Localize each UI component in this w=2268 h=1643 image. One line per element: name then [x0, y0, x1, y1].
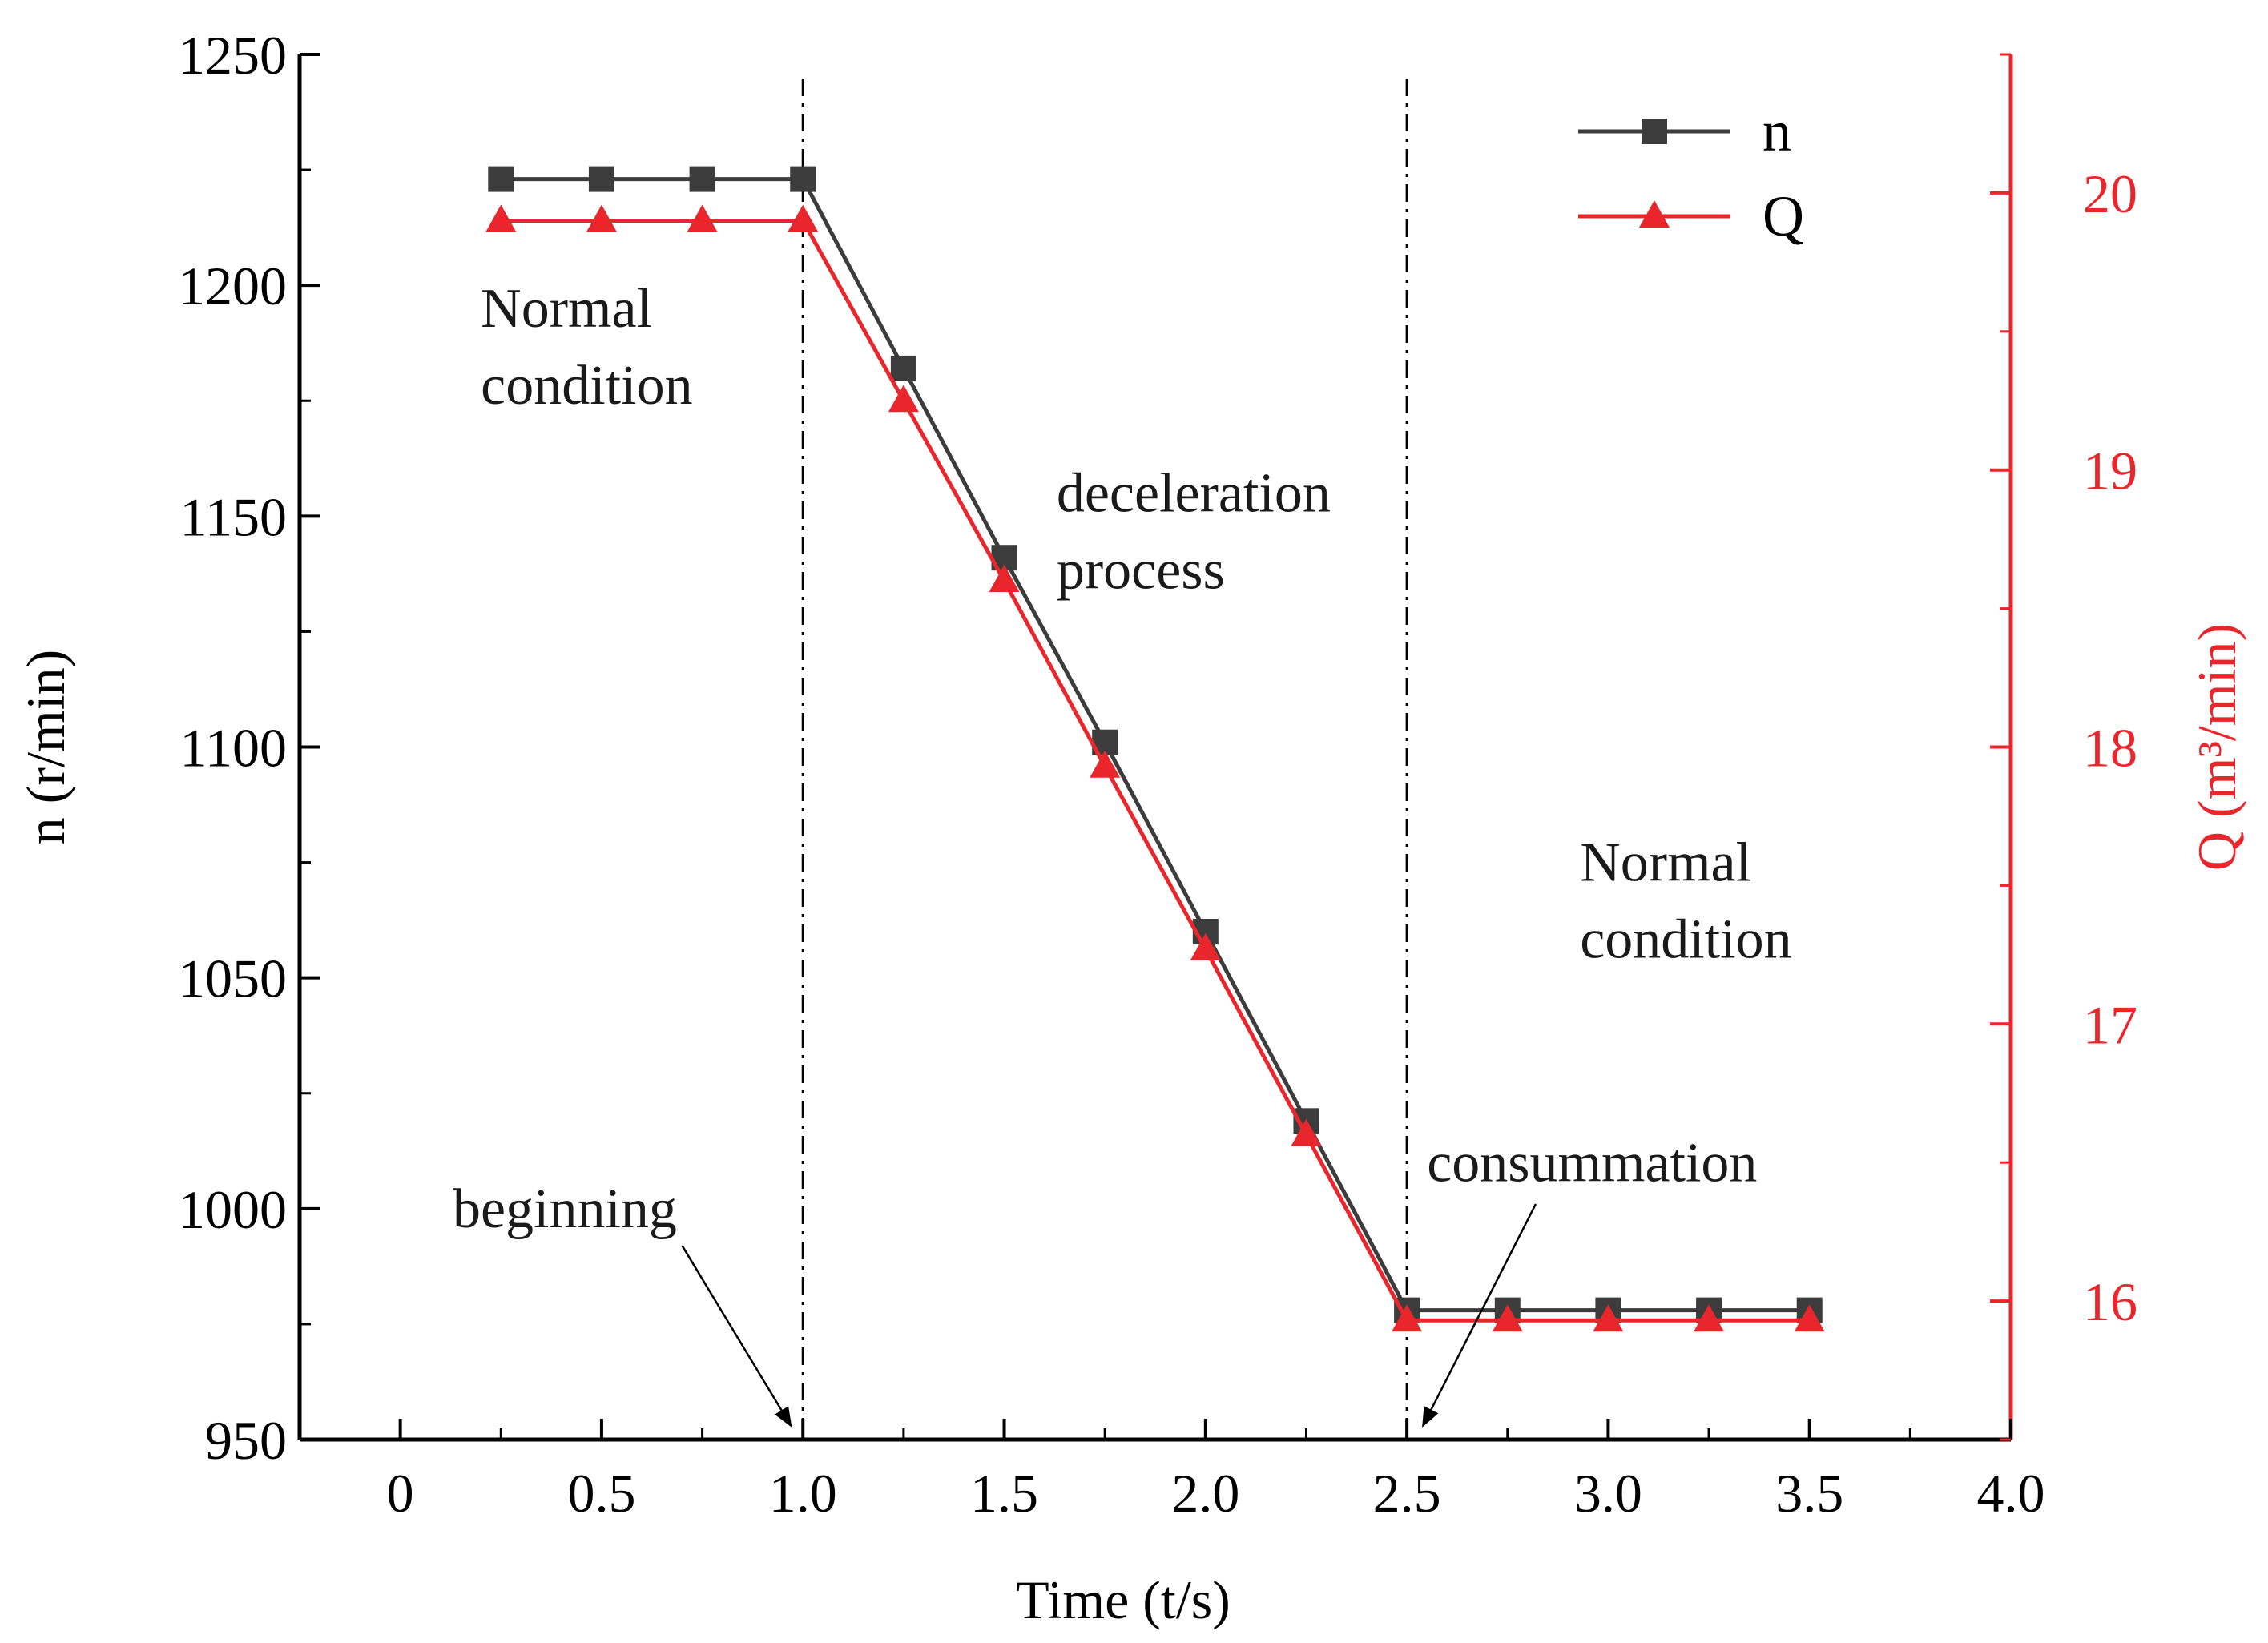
- annotation-text: condition: [481, 355, 692, 417]
- data-point-Q: [1593, 1304, 1624, 1332]
- x-axis-title: Time (t/s): [1016, 1569, 1231, 1630]
- annotations-group: Normal condition deceleration process Normal…: [453, 278, 1792, 1428]
- x-tick-label: 3.0: [1574, 1463, 1642, 1524]
- data-point-n: [588, 166, 614, 192]
- annotation-text: consummation: [1427, 1132, 1757, 1194]
- y-axis-title: n (r/min): [15, 650, 76, 845]
- data-point-n: [890, 355, 916, 381]
- series-group: [485, 166, 1825, 1332]
- y-tick-label: 1150: [180, 486, 287, 547]
- x-tick-label: 2.5: [1373, 1463, 1441, 1524]
- data-point-Q: [1190, 932, 1221, 960]
- data-point-Q: [888, 385, 919, 413]
- y2-axis-title: Q (m³/min): [2186, 623, 2247, 871]
- y2-tick-label: 17: [2083, 994, 2137, 1055]
- data-point-Q: [1392, 1304, 1423, 1332]
- legend-marker-Q: [1639, 200, 1670, 228]
- data-point-Q: [687, 204, 718, 232]
- annotation-text: condition: [1580, 909, 1791, 971]
- data-point-Q: [989, 565, 1020, 593]
- legend-label-Q: Q: [1762, 184, 1804, 248]
- y2-tick-label: 19: [2083, 441, 2137, 501]
- axis-titles-group: Time (t/s) n (r/min) Q (m³/min): [15, 623, 2247, 1630]
- data-point-n: [488, 166, 514, 192]
- y2-tick-label: 18: [2083, 718, 2137, 779]
- annotation-arrow: [681, 1245, 792, 1428]
- data-point-Q: [1794, 1304, 1825, 1332]
- legend-marker-n: [1642, 119, 1667, 144]
- vertical-lines-group: [801, 79, 1408, 1440]
- data-point-Q: [1492, 1304, 1523, 1332]
- y-tick-label: 1000: [178, 1179, 287, 1240]
- annotation-text: deceleration: [1057, 463, 1331, 525]
- x-tick-label: 4.0: [1977, 1463, 2045, 1524]
- x-tick-label: 3.5: [1775, 1463, 1843, 1524]
- y-tick-label: 950: [205, 1410, 287, 1471]
- ticks-group: 0 0.5 1.0 1.5 2.0 2.5 3.0 3.5 4.0 950 1000 1050 1100…: [178, 25, 2137, 1524]
- annotation-text: Normal: [1580, 832, 1751, 894]
- x-tick-label: 1.0: [769, 1463, 837, 1524]
- y2-tick-label: 20: [2083, 163, 2137, 224]
- y-tick-label: 1200: [178, 256, 287, 316]
- data-point-Q: [586, 204, 617, 232]
- data-point-Q: [485, 204, 517, 232]
- data-point-n: [689, 166, 715, 192]
- annotation-text: beginning: [453, 1178, 677, 1240]
- data-point-Q: [1090, 750, 1121, 778]
- data-point-Q: [1694, 1304, 1725, 1332]
- x-tick-label: 1.5: [970, 1463, 1038, 1524]
- annotation-text: Normal: [481, 278, 652, 340]
- y-tick-label: 1050: [178, 948, 287, 1009]
- annotation-arrow: [1422, 1203, 1537, 1428]
- data-point-Q: [788, 204, 819, 232]
- series-line-n: [501, 177, 1810, 1313]
- data-point-n: [790, 166, 816, 192]
- data-point-Q: [1291, 1118, 1322, 1146]
- y-tick-label: 1100: [180, 718, 287, 779]
- annotation-text: process: [1057, 540, 1225, 602]
- legend: nQ: [1578, 99, 1804, 248]
- x-tick-label: 2.0: [1171, 1463, 1239, 1524]
- series-line-Q: [501, 218, 1810, 1323]
- legend-label-n: n: [1762, 99, 1791, 163]
- x-tick-label: 0: [387, 1463, 414, 1524]
- y2-tick-label: 16: [2083, 1271, 2137, 1332]
- y-tick-label: 1250: [178, 25, 287, 86]
- x-tick-label: 0.5: [567, 1463, 635, 1524]
